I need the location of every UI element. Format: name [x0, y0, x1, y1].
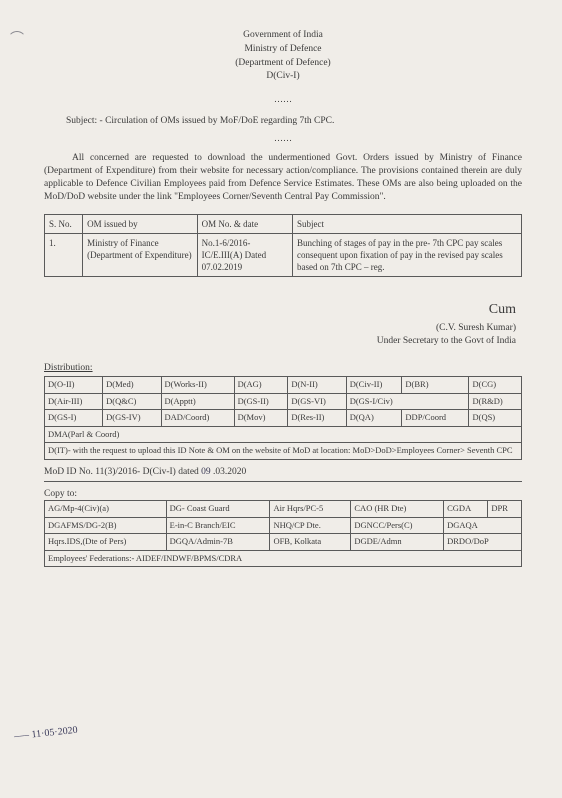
subject-line: Subject: - Circulation of OMs issued by …: [66, 115, 522, 128]
copy-cell-full: Employees' Federations:- AIDEF/INDWF/BPM…: [45, 550, 522, 566]
header-line-2: Ministry of Defence: [44, 43, 522, 56]
copy-cell: Hqrs.IDS,(Dte of Pers): [45, 534, 167, 550]
distribution-table: D(O-II) D(Med) D(Works-II) D(AG) D(N-II)…: [44, 376, 522, 459]
dist-cell: D(R&D): [469, 393, 522, 409]
separator-dots-2: ……: [44, 132, 522, 144]
receipt-stamp: ⎯⎯⎯ 11·05·2020: [14, 726, 78, 742]
signature-block: Cum (C.V. Suresh Kumar) Under Secretary …: [44, 301, 516, 348]
om-cell-subject: Bunching of stages of pay in the pre- 7t…: [293, 233, 522, 276]
copy-cell: DPR: [488, 501, 522, 517]
id-prefix: MoD ID No. 11(3)/2016- D(Civ-I) dated: [44, 467, 201, 477]
dist-cell: D(Civ-II): [346, 377, 402, 393]
dist-cell: D(GS-IV): [103, 410, 161, 426]
header-line-1: Government of India: [44, 29, 522, 42]
copy-cell: DG- Coast Guard: [166, 501, 270, 517]
copy-to-heading: Copy to:: [44, 488, 522, 501]
copy-cell: DGQA/Admin-7B: [166, 534, 270, 550]
dist-cell: D(O-II): [45, 377, 103, 393]
dist-cell: D(Med): [103, 377, 161, 393]
signature-script: Cum: [44, 301, 516, 320]
dist-cell: D(Apptt): [161, 393, 234, 409]
dist-cell: D(GS-VI): [288, 393, 346, 409]
copy-cell: DGDE/Admn: [351, 534, 444, 550]
dist-cell: DDP/Coord: [402, 410, 469, 426]
dist-cell: DAD/Coord): [161, 410, 234, 426]
dist-cell: D(GS-I): [45, 410, 103, 426]
letterhead: Government of India Ministry of Defence …: [44, 29, 522, 83]
copy-cell: AG/Mp-4(Civ)(a): [45, 501, 167, 517]
document-page: Government of India Ministry of Defence …: [0, 0, 562, 587]
copy-cell: CGDA: [444, 501, 488, 517]
dist-cell-full: D(IT)- with the request to upload this I…: [45, 443, 522, 459]
dist-cell-full: DMA(Parl & Coord): [45, 426, 522, 442]
distribution-heading: Distribution:: [44, 362, 522, 375]
header-line-4: D(Civ-I): [44, 70, 522, 83]
copy-cell: Air Hqrs/PC-5: [270, 501, 351, 517]
om-table: S. No. OM issued by OM No. & date Subjec…: [44, 214, 522, 278]
copy-cell: DGNCC/Pers(C): [351, 517, 444, 533]
copy-cell: DRDO/DoP: [444, 534, 522, 550]
dist-cell: D(Works-II): [161, 377, 234, 393]
copy-cell: NHQ/CP Dte.: [270, 517, 351, 533]
subject-label: Subject: -: [66, 116, 103, 126]
id-suffix: .03.2020: [211, 467, 247, 477]
id-handwritten-day: 09: [201, 467, 211, 477]
om-cell-issuedby: Ministry of Finance (Department of Expen…: [83, 233, 197, 276]
dist-cell: D(Air-III): [45, 393, 103, 409]
dist-cell: D(AG): [234, 377, 288, 393]
om-header-sno: S. No.: [45, 214, 83, 233]
dist-cell: D(Q&C): [103, 393, 161, 409]
copy-cell: OFB, Kolkata: [270, 534, 351, 550]
signature-designation: Under Secretary to the Govt of India: [44, 335, 516, 348]
scan-artifact-mark: ⌒: [10, 28, 24, 48]
dist-cell: D(CG): [469, 377, 522, 393]
dist-cell: D(BR): [402, 377, 469, 393]
copy-cell: E-in-C Branch/EIC: [166, 517, 270, 533]
dist-cell: D(GS-I/Civ): [346, 393, 469, 409]
om-header-issuedby: OM issued by: [83, 214, 197, 233]
signature-name: (C.V. Suresh Kumar): [44, 322, 516, 335]
dist-cell: D(Res-II): [288, 410, 346, 426]
copy-to-table: AG/Mp-4(Civ)(a) DG- Coast Guard Air Hqrs…: [44, 500, 522, 567]
dist-cell: D(GS-II): [234, 393, 288, 409]
separator-dots: ……: [44, 93, 522, 105]
body-paragraph: All concerned are requested to download …: [44, 152, 522, 203]
subject-text: Circulation of OMs issued by MoF/DoE reg…: [105, 116, 334, 126]
om-header-omno: OM No. & date: [197, 214, 292, 233]
om-cell-omno: No.1-6/2016-IC/E.III(A) Dated 07.02.2019: [197, 233, 292, 276]
copy-cell: DGAQA: [444, 517, 522, 533]
dist-cell: D(QA): [346, 410, 402, 426]
om-header-subject: Subject: [293, 214, 522, 233]
copy-cell: DGAFMS/DG-2(B): [45, 517, 167, 533]
dist-cell: D(QS): [469, 410, 522, 426]
dist-cell: D(N-II): [288, 377, 346, 393]
mod-id-line: MoD ID No. 11(3)/2016- D(Civ-I) dated 09…: [44, 466, 522, 482]
header-line-3: (Department of Defence): [44, 57, 522, 70]
copy-cell: CAO (HR Dte): [351, 501, 444, 517]
dist-cell: D(Mov): [234, 410, 288, 426]
om-cell-sno: 1.: [45, 233, 83, 276]
